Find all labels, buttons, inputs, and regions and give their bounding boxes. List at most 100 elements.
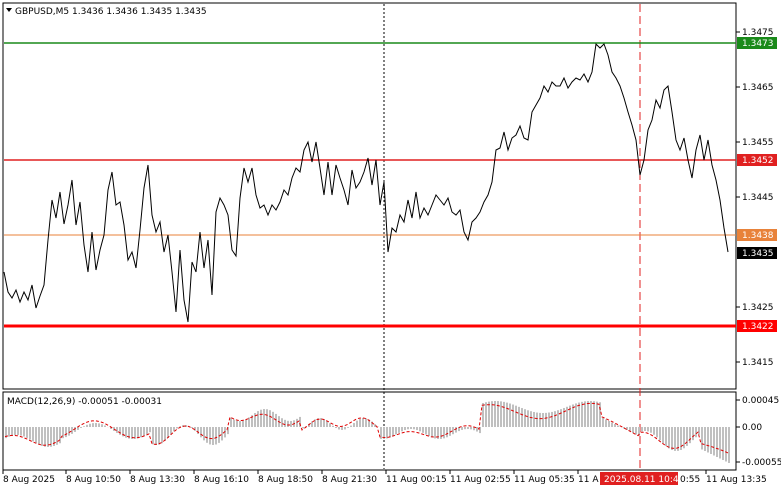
macd-histogram-bar xyxy=(647,427,649,432)
macd-histogram-bar xyxy=(71,427,73,434)
macd-histogram-bar xyxy=(407,427,409,430)
macd-histogram-bar xyxy=(587,401,589,427)
macd-histogram-bar xyxy=(539,412,541,427)
macd-histogram-bar xyxy=(83,426,85,427)
macd-histogram-bar xyxy=(575,403,577,427)
macd-histogram-bar xyxy=(488,401,490,427)
macd-histogram-bar xyxy=(47,427,49,447)
macd-histogram-bar xyxy=(32,427,34,442)
macd-histogram-bar xyxy=(494,401,496,427)
macd-histogram-bar xyxy=(176,427,178,429)
macd-histogram-bar xyxy=(422,427,424,433)
macd-histogram-bar xyxy=(203,427,205,441)
macd-histogram-bar xyxy=(395,427,397,435)
macd-histogram-bar xyxy=(119,427,121,435)
macd-histogram-bar xyxy=(383,427,385,439)
macd-histogram-bar xyxy=(566,406,568,427)
macd-histogram-bar xyxy=(686,427,688,446)
macd-histogram-bar xyxy=(659,427,661,441)
macd-histogram-bar xyxy=(551,411,553,427)
macd-histogram-bar xyxy=(572,404,574,427)
macd-histogram-bar xyxy=(725,427,727,462)
macd-histogram-bar xyxy=(614,424,616,427)
macd-histogram-bar xyxy=(185,425,187,427)
macd-histogram-bar xyxy=(533,411,535,427)
macd-histogram-bar xyxy=(674,427,676,451)
macd-histogram-bar xyxy=(386,427,388,439)
macd-histogram-bar xyxy=(653,427,655,435)
macd-histogram-bar xyxy=(506,402,508,427)
macd-histogram-bar xyxy=(128,427,130,439)
macd-histogram-bar xyxy=(53,427,55,446)
macd-histogram-bar xyxy=(302,427,304,429)
macd-histogram-bar xyxy=(236,420,238,427)
macd-histogram-bar xyxy=(410,427,412,429)
macd-histogram-bar xyxy=(341,427,343,430)
macd-histogram-bar xyxy=(563,407,565,427)
macd-histogram-bar xyxy=(404,427,406,431)
macd-histogram-bar xyxy=(308,423,310,427)
macd-histogram-bar xyxy=(584,401,586,427)
macd-histogram-bar xyxy=(497,401,499,427)
macd-histogram-bar xyxy=(389,427,391,438)
macd-histogram-bar xyxy=(626,427,628,430)
macd-histogram-bar xyxy=(209,427,211,445)
macd-histogram-bar xyxy=(617,425,619,427)
macd-histogram-bar xyxy=(230,417,232,427)
macd-histogram-bar xyxy=(509,403,511,427)
macd-histogram-bar xyxy=(338,427,340,430)
macd-histogram-bar xyxy=(50,427,52,447)
macd-histogram-bar xyxy=(521,408,523,427)
macd-histogram-bar xyxy=(74,427,76,432)
price-tick: 1.3455 xyxy=(742,138,774,148)
macd-histogram-bar xyxy=(263,409,265,427)
dropdown-triangle-icon[interactable] xyxy=(6,8,12,12)
macd-histogram-bar xyxy=(80,427,82,429)
macd-histogram-bar xyxy=(323,419,325,427)
macd-histogram-bar xyxy=(245,419,247,427)
macd-histogram-bar xyxy=(311,421,313,427)
macd-histogram-bar xyxy=(20,427,22,436)
macd-histogram-bar xyxy=(401,427,403,432)
macd-histogram-bar xyxy=(569,405,571,427)
time-highlight-label: 2025.08.11 10:45 xyxy=(604,475,684,485)
macd-histogram-bar xyxy=(518,406,520,427)
macd-histogram-bar xyxy=(692,427,694,441)
macd-histogram-bar xyxy=(413,427,415,430)
macd-histogram-bar xyxy=(443,427,445,439)
macd-histogram-bar xyxy=(596,401,598,427)
macd-histogram-bar xyxy=(581,401,583,427)
macd-histogram-bar xyxy=(722,427,724,460)
macd-histogram-bar xyxy=(485,402,487,427)
macd-histogram-bar xyxy=(251,415,253,427)
macd-histogram-bar xyxy=(86,424,88,427)
macd-histogram-bar xyxy=(515,405,517,427)
macd-histogram-bar xyxy=(689,427,691,444)
macd-histogram-bar xyxy=(257,411,259,427)
macd-histogram-bar xyxy=(602,418,604,427)
macd-histogram-bar xyxy=(704,427,706,451)
price-tick: 1.3465 xyxy=(742,83,774,93)
macd-histogram-bar xyxy=(593,401,595,427)
macd-histogram-bar xyxy=(11,427,13,436)
macd-histogram-bar xyxy=(524,409,526,427)
macd-histogram-bar xyxy=(665,427,667,447)
macd-histogram-bar xyxy=(350,425,352,427)
time-label: 11 Aug 05:35 xyxy=(514,475,575,485)
macd-histogram-bar xyxy=(698,427,700,435)
macd-histogram-bar xyxy=(710,427,712,454)
macd-histogram-bar xyxy=(500,401,502,427)
macd-histogram-bar xyxy=(353,423,355,427)
macd-histogram-bar xyxy=(149,427,151,433)
macd-histogram-bar xyxy=(416,427,418,431)
macd-histogram-bar xyxy=(206,427,208,443)
macd-histogram-bar xyxy=(62,427,64,439)
macd-histogram-bar xyxy=(59,427,61,444)
macd-histogram-bar xyxy=(374,424,376,427)
macd-histogram-bar xyxy=(299,416,301,427)
macd-histogram-bar xyxy=(431,427,433,438)
time-label: 8 Aug 10:50 xyxy=(66,475,121,485)
current-price-label: 1.3435 xyxy=(742,249,774,259)
time-label: 11 Aug 00:15 xyxy=(386,475,447,485)
